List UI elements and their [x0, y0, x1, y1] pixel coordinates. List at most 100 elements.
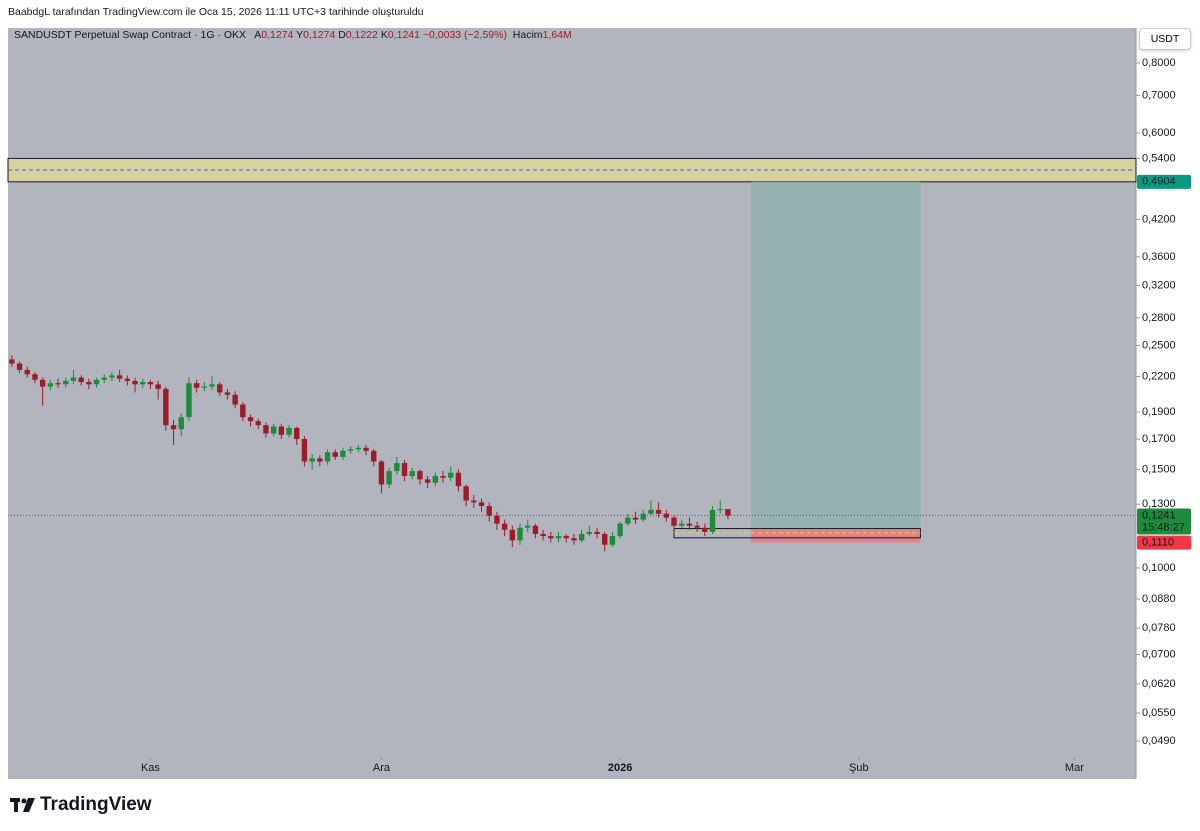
price-label-box	[1137, 535, 1191, 550]
candle-body	[224, 392, 231, 395]
x-tick-label: Ara	[373, 762, 391, 774]
y-tick-label: 0,0700	[1142, 648, 1176, 660]
volume-value: 1,64M	[542, 29, 572, 41]
brand: TradingView	[40, 794, 152, 815]
candle-body	[663, 513, 670, 518]
candle-body	[255, 421, 261, 426]
profit-zone	[751, 181, 921, 530]
candle-body	[278, 426, 285, 435]
y-tick-label: 0,0490	[1142, 735, 1176, 747]
candle-body	[417, 471, 423, 480]
ohlc-label: Y	[296, 29, 304, 41]
y-tick-label: 0,1700	[1142, 433, 1176, 445]
candle-body	[555, 536, 562, 539]
candle-body	[709, 509, 716, 532]
legend: SANDUSDT Perpetual Swap Contract · 1G · …	[14, 29, 572, 41]
candle-body	[424, 479, 431, 483]
y-tick-label: 0,8000	[1142, 57, 1176, 69]
candle-body	[263, 425, 269, 434]
x-tick-label: Mar	[1065, 762, 1084, 774]
candle-body	[16, 363, 23, 370]
candle-body	[155, 384, 161, 389]
candle-body	[378, 461, 385, 485]
y-tick-label: 0,6000	[1142, 127, 1176, 139]
candle-body	[440, 476, 446, 478]
candle-body	[409, 471, 415, 477]
candle-body	[725, 509, 731, 516]
candle-body	[232, 394, 238, 405]
candle-body	[355, 447, 362, 450]
candle-body	[309, 458, 315, 462]
ohlc-value: 0,1222	[345, 29, 378, 41]
candle-body	[371, 450, 377, 462]
candle-body	[594, 531, 600, 534]
candle-body	[586, 531, 593, 534]
candle-body	[78, 377, 84, 383]
candle-body	[47, 383, 54, 387]
candle-body	[532, 525, 539, 534]
candle-body	[478, 502, 485, 507]
candle-body	[55, 383, 61, 385]
candle-body	[632, 517, 639, 520]
y-tick-label: 0,1900	[1142, 406, 1176, 418]
candle-body	[294, 427, 300, 440]
logo-dot	[21, 798, 27, 804]
candle-body	[178, 417, 184, 430]
candle-body	[655, 509, 662, 514]
candle-body	[186, 383, 192, 418]
y-tick-label: 0,0880	[1142, 593, 1176, 605]
candle-body	[509, 529, 516, 541]
y-tick-label: 0,4200	[1142, 213, 1176, 225]
candle-body	[463, 486, 469, 501]
y-tick-label: 0,0620	[1142, 678, 1176, 690]
candle-body	[486, 506, 492, 516]
y-tick-label: 0,3200	[1142, 279, 1176, 291]
candle-body	[602, 533, 608, 545]
y-tick-label: 0,1500	[1142, 463, 1176, 475]
candle-body	[93, 379, 100, 385]
candle-body	[32, 374, 38, 380]
candle-body	[70, 377, 77, 381]
ohlc: A0,1274 Y0,1274 D0,1222 K0,1241	[254, 29, 423, 41]
candle-body	[116, 375, 123, 379]
x-tick-label: Şub	[849, 762, 869, 774]
y-tick-label: 0,1300	[1142, 498, 1176, 510]
price-label-box	[1137, 174, 1191, 189]
candle-body	[124, 378, 131, 381]
candle-body	[648, 509, 654, 514]
candle-body	[340, 450, 346, 457]
ohlc-value: 0,1274	[303, 29, 336, 41]
price-axis	[1136, 28, 1192, 779]
candle-body	[363, 447, 369, 451]
candle-body	[501, 523, 508, 530]
ohlc-label: D	[338, 29, 346, 41]
candle-body	[571, 538, 577, 541]
candle-body	[163, 388, 169, 426]
price-label: 0,4904	[1142, 176, 1176, 188]
attribution: BaabdgL tarafından TradingView.com ile O…	[8, 6, 424, 18]
candle-body	[448, 472, 454, 478]
candle-body	[324, 452, 331, 462]
candle-body	[201, 386, 208, 388]
candle-body	[193, 383, 200, 388]
y-tick-label: 0,2800	[1142, 312, 1176, 324]
candle-body	[332, 452, 338, 457]
candle-body	[170, 425, 177, 430]
candle-body	[494, 515, 500, 524]
y-tick-label: 0,7000	[1142, 89, 1176, 101]
candle-body	[270, 426, 277, 434]
axes: 0,8000 0,7000 0,6000 0,5400 0,4200 0,3600 0,32…	[141, 57, 1191, 774]
y-tick-label: 0,2500	[1142, 339, 1176, 351]
ohlc-label: A	[254, 29, 262, 41]
candle-body	[625, 517, 631, 524]
candle-body	[679, 523, 685, 526]
candle-body	[101, 377, 107, 380]
candle-body	[517, 527, 523, 541]
candle-body	[686, 523, 693, 526]
y-tick-label: 0,0550	[1142, 707, 1176, 719]
candle-body	[39, 379, 46, 387]
candle-body	[617, 523, 623, 537]
price-label-box	[1137, 508, 1191, 535]
candle-body	[471, 500, 477, 503]
currency-button[interactable]: USDT	[1139, 28, 1191, 50]
